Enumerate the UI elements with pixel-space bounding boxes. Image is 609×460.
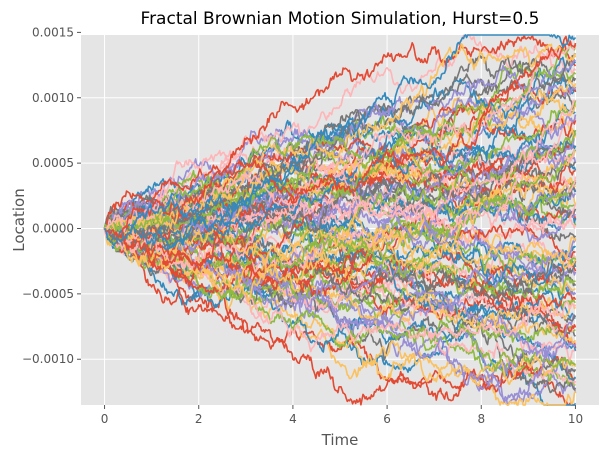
y-tick-label: −0.0005 — [22, 287, 74, 301]
series-line — [104, 64, 577, 240]
series-line — [103, 207, 576, 287]
series-line — [103, 220, 576, 406]
chart-title: Fractal Brownian Motion Simulation, Hurs… — [141, 9, 540, 29]
y-tick-label: 0.0015 — [32, 25, 74, 39]
series-line — [104, 59, 577, 237]
y-tick-label: 0.0010 — [32, 91, 74, 105]
x-tick-label: 4 — [289, 412, 297, 426]
series-line — [103, 222, 576, 321]
x-tick-label: 10 — [568, 412, 583, 426]
x-tick-label: 6 — [383, 412, 391, 426]
y-axis-ticks: −0.0010 −0.0005 0.0000 0.0005 0.0010 0.0015 — [22, 25, 81, 366]
series-line — [103, 41, 577, 233]
series-line — [103, 34, 577, 240]
series-line — [104, 41, 577, 233]
x-tick-label: 8 — [477, 412, 485, 426]
series-line — [103, 35, 577, 239]
x-tick-label: 0 — [101, 412, 109, 426]
y-tick-label: 0.0000 — [32, 221, 74, 235]
y-axis-label: Location — [10, 188, 28, 251]
series-group — [103, 34, 577, 406]
series-line — [104, 221, 577, 406]
y-tick-label: −0.0010 — [22, 352, 74, 366]
series-line — [103, 34, 577, 229]
x-axis-label: Time — [321, 431, 359, 449]
series-line — [103, 219, 577, 297]
series-line — [104, 34, 577, 247]
x-tick-label: 2 — [195, 412, 203, 426]
series-line — [103, 52, 576, 241]
y-tick-label: 0.0005 — [32, 156, 74, 170]
series-line — [103, 226, 577, 372]
series-line — [103, 100, 577, 229]
series-line — [103, 129, 576, 240]
series-line — [104, 56, 577, 249]
x-axis-ticks: 0 2 4 6 8 10 — [101, 405, 583, 426]
